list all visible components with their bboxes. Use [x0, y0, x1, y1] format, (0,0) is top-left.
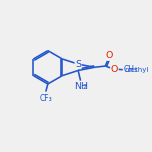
- Text: O: O: [105, 51, 113, 60]
- Text: NH: NH: [74, 82, 88, 91]
- Text: S: S: [75, 60, 81, 69]
- Text: 2: 2: [83, 84, 87, 90]
- Text: CF₃: CF₃: [39, 94, 52, 103]
- Text: O: O: [111, 65, 118, 74]
- Text: CH₃: CH₃: [124, 65, 138, 74]
- Text: methyl: methyl: [124, 67, 148, 73]
